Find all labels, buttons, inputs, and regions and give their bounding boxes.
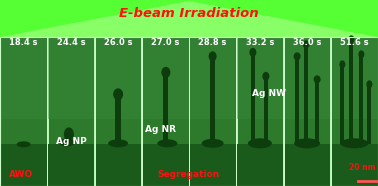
Bar (0, 37, 47, 186)
Ellipse shape (17, 141, 31, 147)
Bar (0, 144, 47, 186)
Bar (142, 37, 189, 186)
Ellipse shape (64, 127, 74, 141)
Text: 27.0 s: 27.0 s (151, 38, 180, 47)
Bar (0, 37, 378, 186)
Text: 36.0 s: 36.0 s (293, 38, 321, 47)
Text: Segregation: Segregation (158, 170, 220, 179)
Bar (359, 54, 363, 144)
Text: 18.4 s: 18.4 s (9, 38, 38, 47)
Text: Ag NR: Ag NR (145, 125, 176, 134)
Bar (142, 144, 189, 186)
Text: 20 nm: 20 nm (349, 163, 376, 172)
Text: 33.2 s: 33.2 s (246, 38, 274, 47)
Text: 51.6 s: 51.6 s (340, 38, 369, 47)
Bar (95, 37, 141, 119)
Bar (264, 76, 268, 144)
Bar (340, 64, 344, 144)
Bar (284, 37, 330, 119)
Ellipse shape (113, 88, 123, 100)
Bar (48, 37, 94, 119)
Ellipse shape (249, 48, 256, 57)
Ellipse shape (294, 52, 301, 60)
Ellipse shape (108, 139, 128, 147)
Bar (210, 56, 215, 144)
Ellipse shape (339, 60, 345, 68)
Ellipse shape (294, 138, 320, 148)
Ellipse shape (157, 139, 177, 147)
Bar (295, 56, 299, 144)
Bar (189, 37, 236, 119)
Ellipse shape (349, 35, 355, 43)
Bar (189, 144, 236, 186)
Polygon shape (0, 1, 378, 37)
Ellipse shape (340, 138, 369, 148)
Text: 24.4 s: 24.4 s (57, 38, 85, 47)
Bar (315, 79, 319, 144)
Bar (115, 94, 121, 144)
Ellipse shape (358, 50, 364, 58)
Text: AWO: AWO (9, 170, 33, 179)
Bar (95, 37, 141, 186)
Bar (284, 144, 330, 186)
Ellipse shape (366, 80, 372, 88)
Bar (189, 37, 236, 186)
Bar (331, 144, 378, 186)
Bar (95, 144, 141, 186)
Text: E-beam Irradiation: E-beam Irradiation (119, 7, 259, 20)
Ellipse shape (201, 139, 224, 148)
Text: Ag NP: Ag NP (56, 137, 86, 146)
Bar (251, 52, 255, 144)
Bar (331, 37, 378, 186)
Bar (142, 37, 189, 119)
Bar (237, 37, 283, 186)
Ellipse shape (262, 72, 270, 81)
Text: 26.0 s: 26.0 s (104, 38, 132, 47)
Bar (331, 37, 378, 119)
Ellipse shape (303, 40, 310, 48)
Ellipse shape (209, 51, 217, 61)
Bar (284, 37, 330, 186)
Bar (48, 37, 94, 186)
Bar (163, 72, 168, 144)
Bar (304, 44, 308, 144)
Bar (48, 144, 94, 186)
Ellipse shape (314, 75, 321, 83)
Bar (367, 84, 371, 144)
Text: Ag NW: Ag NW (253, 89, 286, 98)
Text: 28.8 s: 28.8 s (198, 38, 227, 47)
Ellipse shape (161, 67, 170, 78)
Bar (0, 37, 47, 119)
Bar (237, 37, 283, 119)
Ellipse shape (248, 138, 272, 148)
Ellipse shape (59, 138, 75, 146)
Bar (349, 39, 353, 144)
Bar (237, 144, 283, 186)
